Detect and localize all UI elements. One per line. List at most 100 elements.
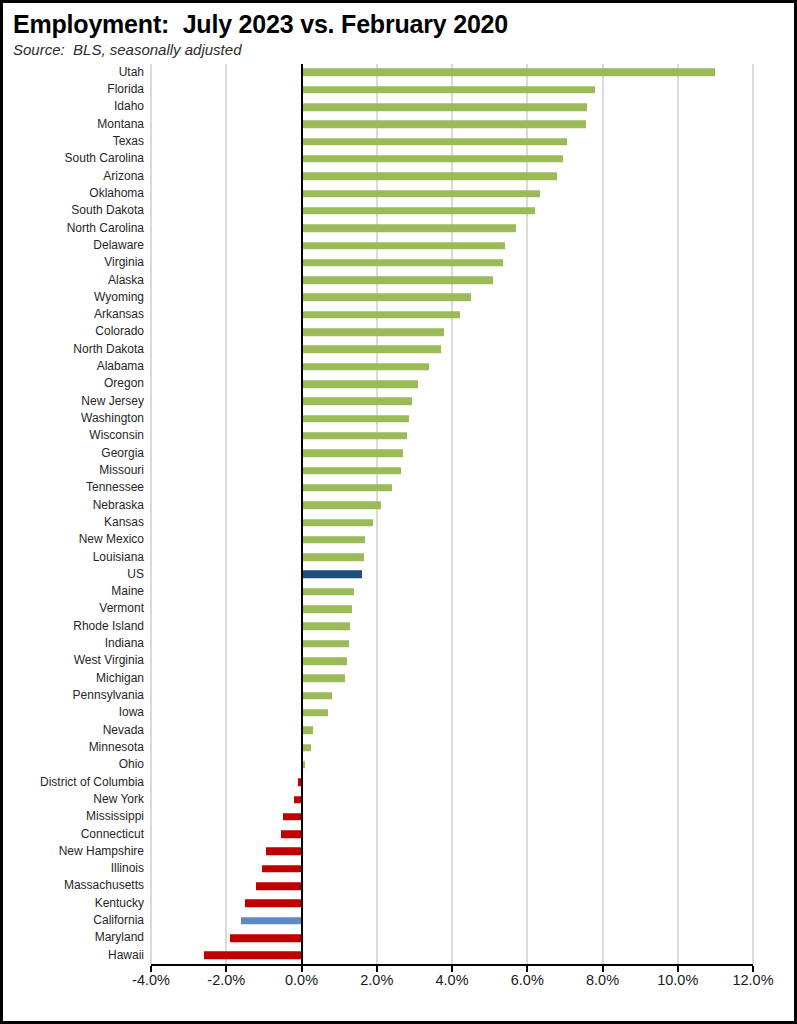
bar <box>283 813 302 821</box>
category-label: Minnesota <box>9 739 151 756</box>
bar-row <box>151 929 753 946</box>
bar <box>245 900 301 908</box>
bar <box>204 952 302 960</box>
bar <box>302 415 409 423</box>
bar <box>302 709 328 717</box>
category-label: South Carolina <box>9 150 151 167</box>
bar <box>302 467 402 475</box>
plot-column: -4.0%-2.0%0.0%2.0%4.0%6.0%8.0%10.0%12.0% <box>151 64 753 1015</box>
bar <box>230 934 301 942</box>
bar <box>302 138 567 146</box>
bar <box>302 86 595 94</box>
plot-area <box>151 64 753 964</box>
bar-row <box>151 272 753 289</box>
bar-row <box>151 877 753 894</box>
bar <box>302 657 347 665</box>
category-label: Georgia <box>9 445 151 462</box>
category-label: Arkansas <box>9 306 151 323</box>
category-label: North Carolina <box>9 220 151 237</box>
chart-window: Employment: July 2023 vs. February 2020 … <box>0 0 797 1024</box>
category-label: Pennsylvania <box>9 687 151 704</box>
bar-row <box>151 600 753 617</box>
category-label: Texas <box>9 133 151 150</box>
bar-row <box>151 133 753 150</box>
bar <box>302 69 716 77</box>
bar-row <box>151 168 753 185</box>
category-label: Hawaii <box>9 947 151 964</box>
category-label: Oregon <box>9 375 151 392</box>
bar <box>302 224 516 232</box>
bar-row <box>151 895 753 912</box>
bar-row <box>151 445 753 462</box>
bar-row <box>151 254 753 271</box>
chart-source-note: Source: BLS, seasonally adjusted <box>13 41 784 58</box>
bar <box>266 848 302 856</box>
bar-row <box>151 635 753 652</box>
bar-row <box>151 704 753 721</box>
category-label: US <box>9 566 151 583</box>
category-label: Mississippi <box>9 808 151 825</box>
category-label: Indiana <box>9 635 151 652</box>
bar <box>302 536 366 544</box>
bar-row <box>151 323 753 340</box>
category-label: West Virginia <box>9 652 151 669</box>
category-label: Oklahoma <box>9 185 151 202</box>
bar-row <box>151 116 753 133</box>
bar-row <box>151 462 753 479</box>
bar-row <box>151 566 753 583</box>
bar-row <box>151 237 753 254</box>
bar-row <box>151 791 753 808</box>
bar-row <box>151 341 753 358</box>
bar <box>302 553 364 561</box>
bar-row <box>151 947 753 964</box>
axis-tick-label: 0.0% <box>285 972 318 988</box>
axis-tick <box>225 966 227 972</box>
bar <box>302 155 563 163</box>
bar <box>302 276 494 284</box>
category-label: Arizona <box>9 168 151 185</box>
chart-body: UtahFloridaIdahoMontanaTexasSouth Caroli… <box>3 58 794 1021</box>
axis-tick <box>451 966 453 972</box>
axis-tick <box>602 966 604 972</box>
bar-row <box>151 150 753 167</box>
bar <box>302 259 503 267</box>
category-label: Alabama <box>9 358 151 375</box>
bar-row <box>151 306 753 323</box>
axis-tick <box>526 966 528 972</box>
category-label: North Dakota <box>9 341 151 358</box>
category-label: South Dakota <box>9 202 151 219</box>
bar <box>302 103 588 111</box>
bar-row <box>151 670 753 687</box>
bar <box>302 207 535 215</box>
category-label: Florida <box>9 81 151 98</box>
bar <box>302 242 505 250</box>
bar-row <box>151 843 753 860</box>
bar-row <box>151 912 753 929</box>
zero-axis-line <box>301 64 303 964</box>
bar-row <box>151 497 753 514</box>
category-label: Louisiana <box>9 549 151 566</box>
bar-row <box>151 358 753 375</box>
category-label: Rhode Island <box>9 618 151 635</box>
category-label: Illinois <box>9 860 151 877</box>
axis-tick-label: -2.0% <box>207 972 245 988</box>
bar-row <box>151 652 753 669</box>
axis-tick-label: -4.0% <box>132 972 170 988</box>
bar-row <box>151 514 753 531</box>
axis-tick-label: 2.0% <box>360 972 393 988</box>
category-label: California <box>9 912 151 929</box>
bar <box>302 675 345 683</box>
bar-row <box>151 549 753 566</box>
bar-row <box>151 531 753 548</box>
bar-row <box>151 393 753 410</box>
axis-tick <box>376 966 378 972</box>
bar-row <box>151 185 753 202</box>
category-label: New Jersey <box>9 393 151 410</box>
category-label: Connecticut <box>9 826 151 843</box>
category-label: New Hampshire <box>9 843 151 860</box>
x-axis <box>151 964 753 966</box>
bar <box>281 830 302 838</box>
bar <box>302 311 460 319</box>
bar-row <box>151 826 753 843</box>
bar <box>302 692 332 700</box>
